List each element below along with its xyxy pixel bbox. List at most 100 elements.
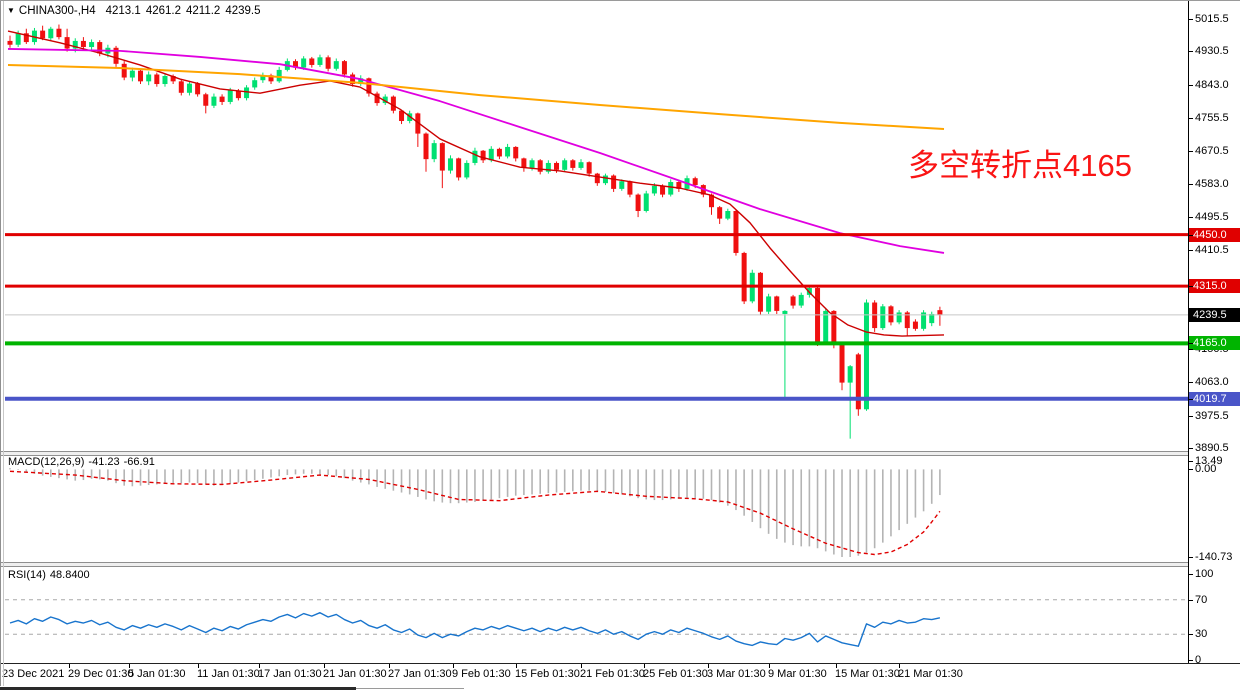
time-label: 15 Feb 01:30 (515, 668, 580, 680)
scrollbar-thumb[interactable] (0, 687, 356, 690)
price-tick-label: 4495.5 (1195, 211, 1229, 223)
price-tick-label: 4583.0 (1195, 178, 1229, 190)
time-label: 23 Dec 2021 (2, 668, 65, 680)
macd-axis-label: 13.49 (1195, 455, 1223, 467)
symbol-dropdown-icon[interactable]: ▼ (7, 6, 15, 15)
price-tick-label: 4755.5 (1195, 112, 1229, 124)
axis-tick (1188, 235, 1193, 236)
price-badge: 4315.0 (1189, 279, 1240, 293)
macd-name: MACD(12,26,9) (8, 456, 85, 468)
macd-main-value: -41.23 (88, 456, 120, 468)
time-label: 29 Dec 01:30 (68, 668, 134, 680)
time-tick (708, 663, 709, 668)
price-tick-label: 5015.5 (1195, 13, 1229, 25)
window-left-border-inner (3, 1, 4, 687)
time-tick (836, 663, 837, 668)
time-label: 15 Mar 01:30 (835, 668, 900, 680)
ohlc-high: 4261.2 (145, 5, 181, 17)
price-badge: 4450.0 (1189, 228, 1240, 242)
time-axis-line (0, 663, 1240, 664)
time-label: 27 Jan 01:30 (388, 668, 452, 680)
window-left-border (0, 1, 1, 687)
time-tick (899, 663, 900, 668)
time-tick (453, 663, 454, 668)
axis-tick (1188, 574, 1193, 575)
panel-divider-macd[interactable] (0, 451, 1188, 456)
price-tick-label: 3890.5 (1195, 442, 1229, 454)
time-tick (259, 663, 260, 668)
price-badge: 4019.7 (1189, 392, 1240, 406)
axis-tick (1188, 343, 1193, 344)
rsi-axis-label: 0 (1195, 654, 1202, 666)
axis-tick (1188, 151, 1193, 152)
time-label: 9 Feb 01:30 (452, 668, 511, 680)
time-tick (389, 663, 390, 668)
price-tick-label: 4063.0 (1195, 376, 1229, 388)
time-label: 25 Feb 01:30 (643, 668, 708, 680)
axis-tick (1188, 634, 1193, 635)
axis-tick (1188, 469, 1193, 470)
axis-tick (1188, 448, 1193, 449)
rsi-value: 48.8400 (49, 569, 90, 581)
axis-tick (1188, 217, 1193, 218)
axis-tick (1188, 660, 1193, 661)
macd-label: MACD(12,26,9) -41.23 -66.91 (8, 456, 159, 468)
axis-tick (1188, 461, 1193, 462)
horizontal-scrollbar (0, 686, 1240, 690)
price-tick-label: 3975.5 (1195, 410, 1229, 422)
ohlc-low: 4211.2 (186, 5, 221, 17)
axis-tick (1188, 399, 1193, 400)
axis-tick (1188, 315, 1193, 316)
time-tick (516, 663, 517, 668)
rsi-axis-label: 30 (1195, 628, 1208, 640)
axis-tick (1188, 416, 1193, 417)
scrollbar-track-segment[interactable] (356, 688, 464, 689)
time-tick (644, 663, 645, 668)
symbol-timeframe-label: CHINA300-,H4 (18, 5, 96, 17)
axis-tick (1188, 19, 1193, 20)
macd-axis-label: 0.00 (1195, 463, 1217, 475)
axis-tick (1188, 349, 1193, 350)
rsi-axis-label: 100 (1195, 568, 1214, 580)
axis-tick (1188, 85, 1193, 86)
time-label: 9 Mar 01:30 (768, 668, 827, 680)
ohlc-open: 4213.1 (105, 5, 141, 17)
macd-axis-label: -140.73 (1195, 551, 1233, 563)
price-badge: 4239.5 (1189, 308, 1240, 322)
time-tick (198, 663, 199, 668)
time-label: 3 Mar 01:30 (707, 668, 766, 680)
price-tick-label: 4670.5 (1195, 145, 1229, 157)
price-tick-label: 4410.5 (1195, 244, 1229, 256)
axis-tick (1188, 184, 1193, 185)
time-axis[interactable]: 23 Dec 2021 29 Dec 01:30 5 Jan 01:30 11 Jan… (0, 663, 1240, 687)
time-label: 5 Jan 01:30 (128, 668, 186, 680)
time-tick (769, 663, 770, 668)
time-tick (129, 663, 130, 668)
axis-tick (1188, 557, 1193, 558)
ohlc-close: 4239.5 (225, 5, 261, 17)
axis-tick (1188, 286, 1193, 287)
axis-tick (1188, 600, 1193, 601)
time-tick (324, 663, 325, 668)
axis-tick (1188, 382, 1193, 383)
time-label: 21 Jan 01:30 (323, 668, 387, 680)
time-tick (69, 663, 70, 668)
price-badge: 4165.0 (1189, 336, 1240, 350)
chart-header: ▼ CHINA300-,H4 4213.1 4261.2 4211.2 4239.5 (7, 5, 266, 17)
axis-tick (1188, 250, 1193, 251)
time-label: 21 Feb 01:30 (580, 668, 645, 680)
panel-divider-rsi[interactable] (0, 562, 1188, 567)
price-axis-border (1188, 1, 1189, 664)
macd-signal-value: -66.91 (123, 456, 155, 468)
time-tick (581, 663, 582, 668)
price-axis[interactable]: 5015.5 4930.5 4843.0 4755.5 4670.5 4583.0 4495… (1189, 1, 1240, 666)
rsi-label: RSI(14) 48.8400 (8, 569, 94, 581)
rsi-name: RSI(14) (8, 569, 46, 581)
axis-tick (1188, 51, 1193, 52)
annotation-text[interactable]: 多空转折点4165 (908, 148, 1132, 183)
price-tick-label: 4843.0 (1195, 79, 1229, 91)
time-label: 11 Jan 01:30 (197, 668, 260, 680)
axis-tick (1188, 118, 1193, 119)
